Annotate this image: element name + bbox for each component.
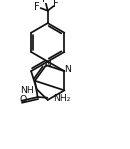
Text: N: N (64, 65, 71, 74)
Text: O: O (20, 96, 27, 104)
Text: NH: NH (20, 86, 34, 95)
Text: F: F (34, 2, 40, 12)
Text: N: N (45, 60, 51, 69)
Text: NH₂: NH₂ (53, 94, 70, 103)
Text: F: F (42, 0, 48, 4)
Text: F: F (53, 0, 59, 9)
